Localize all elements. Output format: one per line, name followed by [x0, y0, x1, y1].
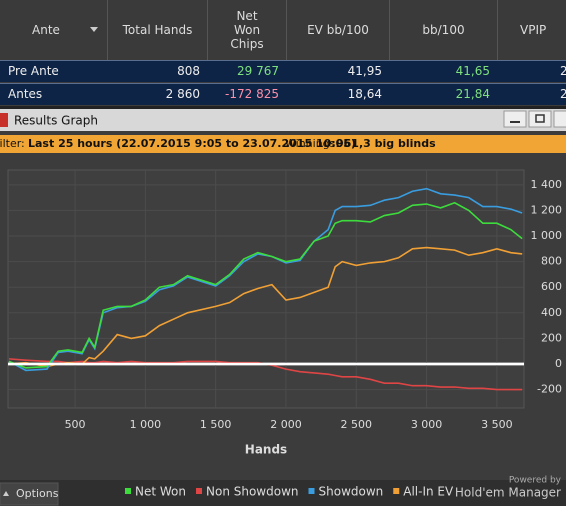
- legend-label: Showdown: [319, 485, 384, 499]
- y-tick-label: 800: [541, 255, 562, 268]
- series-line: [8, 201, 523, 369]
- x-tick-label: 1 000: [130, 418, 162, 431]
- legend-swatch: [125, 488, 131, 494]
- series-line: [8, 358, 523, 391]
- winnings-value: 961,3 big blinds: [336, 137, 436, 150]
- column-header[interactable]: bb/100: [390, 0, 498, 60]
- table-cell: -172 825: [225, 87, 279, 101]
- table-cell: 41,95: [347, 64, 382, 78]
- table-cell: 29 767: [237, 64, 279, 78]
- minimize-button[interactable]: [503, 110, 527, 128]
- x-tick-label: 3 000: [411, 418, 443, 431]
- column-header[interactable]: VPIP: [498, 0, 566, 60]
- table-cell: Pre Ante: [8, 64, 59, 78]
- filter-label: Filter:: [0, 137, 25, 150]
- y-tick-label: -200: [537, 383, 562, 396]
- y-tick-label: 1 400: [531, 178, 563, 191]
- maximize-glyph: [535, 114, 545, 123]
- brand: Hold'em Manager: [455, 486, 561, 500]
- legend-label: Non Showdown: [206, 485, 299, 499]
- options-label[interactable]: Options: [16, 487, 59, 500]
- plot-area: [7, 169, 525, 409]
- winnings-label: Winnings:: [285, 137, 339, 150]
- x-tick-label: 3 500: [481, 418, 513, 431]
- x-tick-label: 1 500: [200, 418, 232, 431]
- window-title: Results Graph: [14, 114, 98, 128]
- footer: [0, 480, 566, 506]
- table-row[interactable]: Antes 2 860 -172 825 18,64 21,84 2: [0, 83, 566, 105]
- y-tick-label: 400: [541, 306, 562, 319]
- maximize-button[interactable]: [528, 110, 552, 128]
- x-tick-label: 2 500: [341, 418, 373, 431]
- x-tick-label: 2 000: [270, 418, 302, 431]
- y-tick-label: 0: [555, 357, 562, 370]
- column-header[interactable]: Total Hands: [108, 0, 208, 60]
- close-button[interactable]: [553, 110, 566, 128]
- options-button[interactable]: [0, 482, 59, 506]
- splitter: [0, 106, 566, 109]
- legend-swatch: [196, 488, 202, 494]
- table-cell: 21,84: [455, 87, 490, 101]
- table-row[interactable]: Pre Ante 808 29 767 41,95 41,65 2: [0, 60, 566, 82]
- table-cell: 2 860: [165, 87, 200, 101]
- table-cell: 41,65: [455, 64, 490, 78]
- x-tick-label: 500: [65, 418, 86, 431]
- options-arrow: [3, 491, 9, 496]
- y-tick-label: 1 200: [531, 203, 563, 216]
- table-cell: 2: [560, 64, 566, 78]
- filter-bar: [0, 135, 566, 153]
- legend-swatch: [308, 488, 315, 494]
- legend-label: Net Won: [135, 485, 186, 499]
- powered-by: Powered by: [509, 476, 562, 486]
- table-cell: 808: [177, 64, 200, 78]
- y-tick-label: 600: [541, 280, 562, 293]
- dropdown-arrow[interactable]: [90, 27, 98, 32]
- table-cell: 2: [560, 87, 566, 101]
- legend-label: All-In EV: [403, 485, 454, 499]
- x-axis-title: Hands: [245, 443, 287, 457]
- column-header[interactable]: Net Won Chips: [208, 0, 287, 60]
- window-icon: [0, 113, 8, 127]
- window-titlebar: [0, 109, 566, 131]
- table-cell: 18,64: [347, 87, 382, 101]
- column-header[interactable]: EV bb/100: [287, 0, 390, 60]
- table-cell: Antes: [8, 87, 43, 101]
- y-tick-label: 1 000: [531, 229, 563, 242]
- column-header[interactable]: Ante: [0, 0, 108, 60]
- y-tick-label: 200: [541, 331, 562, 344]
- series-line: [8, 246, 523, 368]
- filter-text: Last 25 hours (22.07.2015 9:05 to 23.07.…: [28, 137, 356, 150]
- legend-swatch: [393, 488, 400, 494]
